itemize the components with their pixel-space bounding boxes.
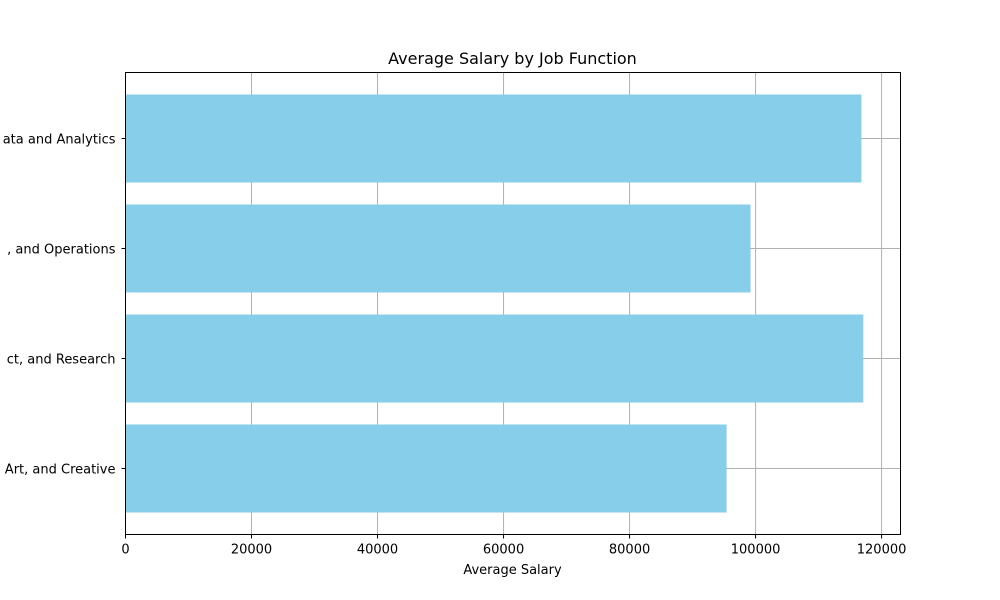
- x-tick-label: 80000: [609, 543, 650, 558]
- x-tick-label: 100000: [731, 543, 781, 558]
- y-tick-label: , and Operations: [7, 243, 116, 258]
- y-tick-label: ct, and Research: [7, 353, 116, 368]
- x-tick-label: 20000: [231, 543, 272, 558]
- x-axis-label: Average Salary: [463, 563, 562, 578]
- y-tick-label: Art, and Creative: [5, 463, 116, 478]
- bar: [125, 424, 727, 513]
- x-axis-ticks: 0 20000 40000 60000 80000 100000 120000: [121, 534, 907, 558]
- bar: [125, 94, 862, 183]
- chart-title: Average Salary by Job Function: [388, 49, 637, 68]
- x-tick-label: 40000: [357, 543, 398, 558]
- bar: [125, 314, 864, 403]
- x-tick-label: 60000: [483, 543, 524, 558]
- y-axis-ticks: ata and Analytics , and Operations ct, and…: [3, 133, 126, 478]
- x-tick-label: 0: [121, 543, 129, 558]
- bars: [125, 94, 864, 513]
- bar: [125, 204, 751, 293]
- plot-frame: [125, 72, 901, 535]
- y-tick-label: ata and Analytics: [3, 133, 116, 148]
- x-tick-label: 120000: [857, 543, 907, 558]
